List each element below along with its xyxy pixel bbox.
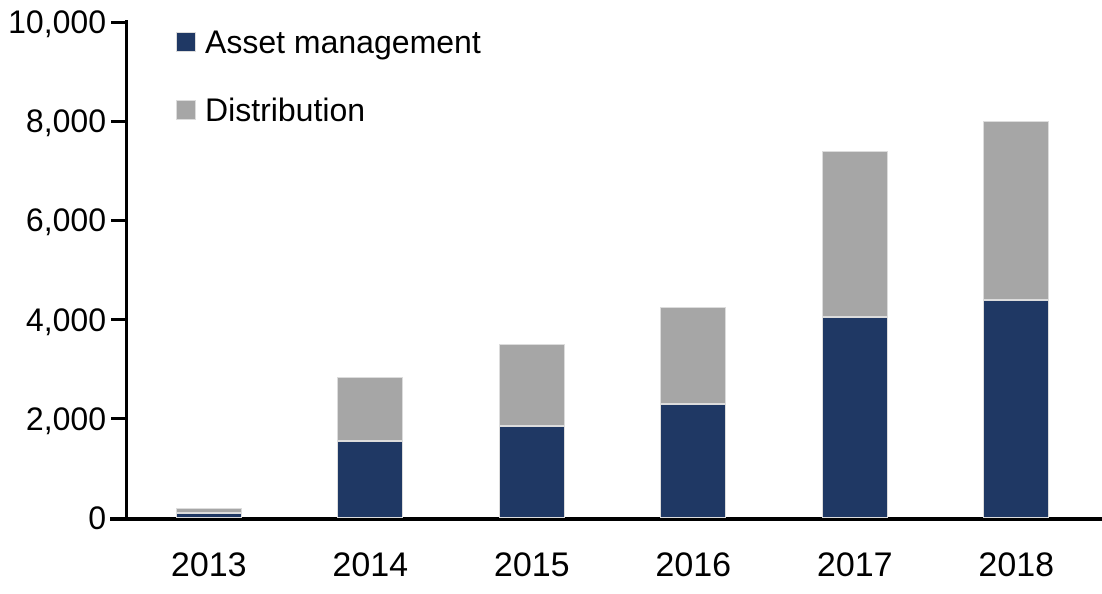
legend-swatch-asset-management-icon xyxy=(176,32,196,52)
y-axis-tick-label: 10,000 xyxy=(8,4,106,40)
bar-segment-2015-asset-management xyxy=(498,426,565,518)
bar-stack-2015 xyxy=(498,344,565,518)
x-axis-tick-label-2017: 2017 xyxy=(816,546,893,584)
y-axis-tick xyxy=(111,119,128,123)
bar-segment-2016-distribution xyxy=(660,307,727,404)
legend-item-asset-management: Asset management xyxy=(176,26,481,58)
bar-stack-2018 xyxy=(983,121,1050,518)
y-axis-tick-label: 8,000 xyxy=(25,103,106,140)
x-axis-tick-label-2013: 2013 xyxy=(170,546,247,584)
bar-segment-2017-asset-management xyxy=(821,317,888,518)
x-axis-tick-label-2018: 2018 xyxy=(978,546,1055,584)
bar-segment-2014-distribution xyxy=(337,376,404,442)
bar-segment-2013-distribution xyxy=(175,508,242,514)
y-axis-tick xyxy=(111,417,128,421)
y-axis-line xyxy=(125,20,128,519)
x-axis-tick-label-2016: 2016 xyxy=(655,546,732,584)
legend: Asset management Distribution xyxy=(176,26,481,162)
legend-item-distribution: Distribution xyxy=(176,94,481,126)
bar-segment-2016-asset-management xyxy=(660,403,727,518)
bar-stack-2014 xyxy=(337,376,404,518)
bar-segment-2013-asset-management xyxy=(175,513,242,518)
y-axis-tick xyxy=(111,318,128,322)
y-axis-tick-label: 4,000 xyxy=(25,301,106,338)
bar-segment-2015-distribution xyxy=(498,344,565,427)
bar-stack-2013 xyxy=(175,508,242,518)
x-axis-tick-label-2014: 2014 xyxy=(332,546,409,584)
y-axis-tick xyxy=(111,516,128,520)
legend-label-asset-management: Asset management xyxy=(205,24,481,60)
y-axis-tick-label: 2,000 xyxy=(25,400,106,437)
legend-label-distribution: Distribution xyxy=(205,92,366,128)
x-axis-line xyxy=(110,517,1102,521)
bar-segment-2014-asset-management xyxy=(337,441,404,518)
bar-segment-2018-asset-management xyxy=(983,299,1050,518)
bar-stack-2016 xyxy=(660,307,727,518)
x-axis-tick-label-2015: 2015 xyxy=(493,546,570,584)
bar-segment-2017-distribution xyxy=(821,150,888,318)
y-axis-tick xyxy=(111,218,128,222)
y-axis-tick-label: 6,000 xyxy=(25,202,106,239)
bar-segment-2018-distribution xyxy=(983,121,1050,300)
legend-swatch-distribution-icon xyxy=(176,100,196,120)
y-axis-tick xyxy=(111,20,128,24)
bar-stack-2017 xyxy=(821,150,888,518)
y-axis-tick-label: 0 xyxy=(88,500,106,536)
